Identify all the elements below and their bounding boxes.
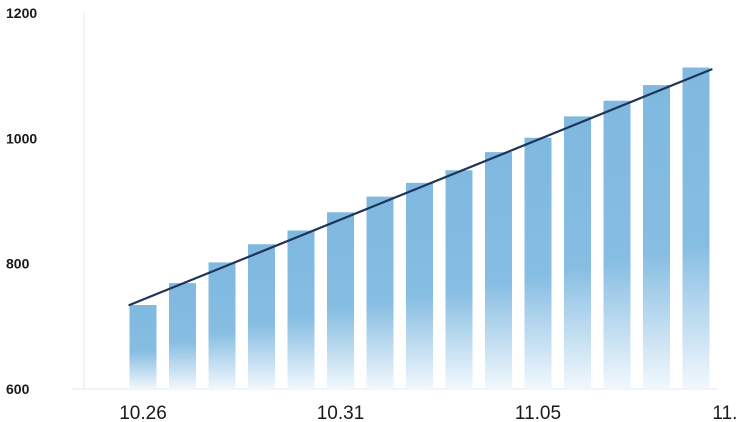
- y-tick-label: 800: [6, 256, 30, 272]
- bar: [366, 196, 394, 389]
- bar: [564, 116, 591, 390]
- bars: [129, 67, 710, 390]
- bar: [485, 152, 512, 389]
- y-tick-label: 1000: [6, 130, 37, 146]
- x-tick-label: 11.05: [515, 403, 561, 422]
- bar: [327, 212, 354, 389]
- bar: [129, 305, 157, 389]
- bar: [524, 137, 552, 389]
- bar: [287, 230, 315, 389]
- bar: [248, 244, 275, 389]
- bar: [208, 262, 236, 389]
- bar: [603, 100, 631, 389]
- x-tick-label: 10.26: [119, 403, 167, 422]
- bar: [445, 170, 473, 389]
- bar: [169, 283, 196, 389]
- trend-line-group: [128, 68, 713, 307]
- y-tick-label: 600: [6, 381, 30, 397]
- bar: [682, 67, 710, 390]
- x-tick-label: 11.10: [712, 403, 737, 422]
- y-tick-labels: 600 800 1000 1200: [6, 5, 37, 397]
- trend-line: [128, 68, 713, 307]
- y-tick-label: 1200: [6, 5, 37, 21]
- x-tick-label: 10.31: [317, 403, 365, 422]
- bar: [643, 85, 670, 390]
- x-tick-labels: 10.26 10.31 11.05 11.10: [119, 403, 737, 422]
- bar: [406, 182, 433, 389]
